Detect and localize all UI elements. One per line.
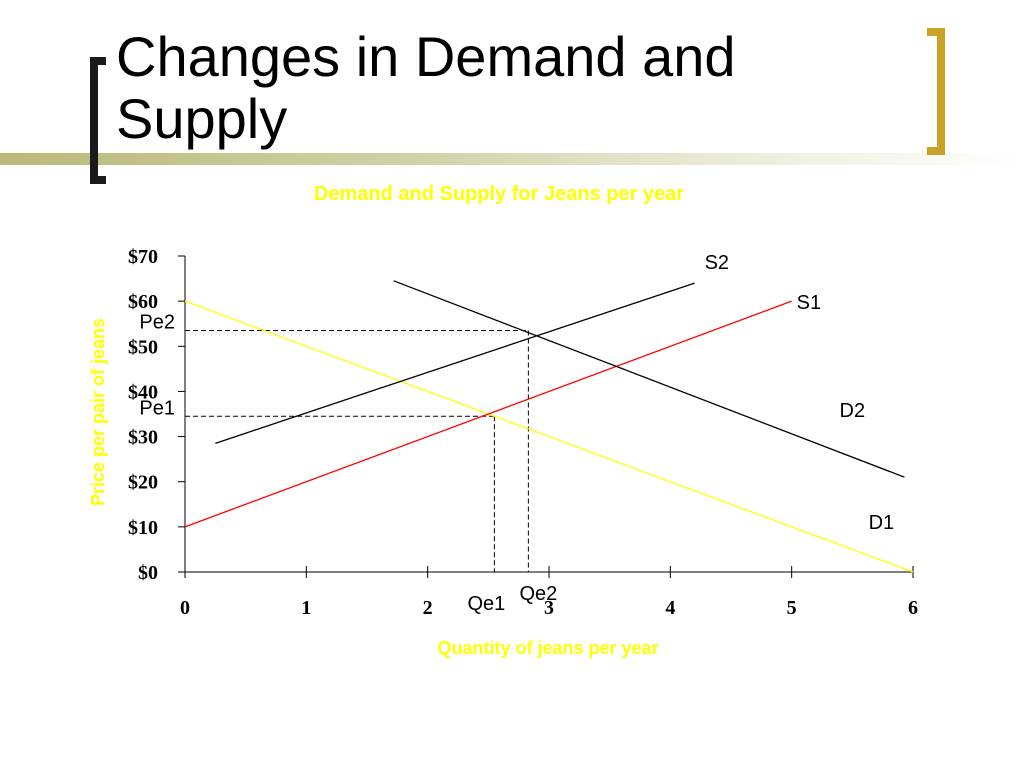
series-line-d2 bbox=[393, 280, 905, 478]
x-tick-label: 2 bbox=[423, 597, 433, 619]
x-tick-label: 3 bbox=[544, 597, 554, 619]
y-tick-label: $30 bbox=[128, 427, 158, 449]
curve-label-s2: S2 bbox=[705, 252, 729, 274]
left-bracket-decoration bbox=[90, 57, 106, 184]
curve-label-d1: D1 bbox=[869, 512, 895, 534]
y-tick-label: $10 bbox=[128, 517, 158, 539]
slide-title: Changes in Demand and Supply bbox=[116, 26, 876, 150]
y-tick-label: $0 bbox=[138, 562, 158, 584]
y-axis-label: Price per pair of jeans bbox=[88, 318, 108, 506]
curve-label-s1: S1 bbox=[797, 292, 821, 314]
y-tick-label: $70 bbox=[128, 246, 158, 268]
equilibrium-quantity-label: Qe1 bbox=[467, 593, 505, 615]
slide-title-line-1: Changes in Demand and bbox=[116, 25, 736, 88]
series-line-s1 bbox=[184, 300, 792, 528]
decorative-gradient-bar bbox=[0, 153, 1024, 165]
chart-plot-area: $0 $10 $20 $30 $40 $50 $60 $70 0 1 2 3 4 5 6 Pe1 Qe1 Pe2 Q… bbox=[128, 246, 918, 619]
x-tick-label: 1 bbox=[301, 597, 311, 619]
equilibrium-price-label: Pe1 bbox=[139, 397, 175, 419]
x-tick-label: 4 bbox=[665, 597, 675, 619]
equilibrium-quantity-label: Qe2 bbox=[519, 583, 557, 605]
y-tick-label: $20 bbox=[128, 472, 158, 494]
y-tick-label: $40 bbox=[128, 381, 158, 403]
x-tick-label: 6 bbox=[908, 597, 918, 619]
y-tick-label: $50 bbox=[128, 336, 158, 358]
x-tick-label: 0 bbox=[180, 597, 190, 619]
equilibrium-price-label: Pe2 bbox=[139, 311, 175, 333]
x-tick-label: 5 bbox=[787, 597, 797, 619]
right-bracket-decoration bbox=[927, 28, 945, 155]
series-line-s2 bbox=[215, 282, 695, 444]
slide-title-line-2: Supply bbox=[116, 87, 288, 150]
y-tick-label: $60 bbox=[128, 291, 158, 313]
series-line-d1 bbox=[184, 300, 914, 573]
curve-label-d2: D2 bbox=[840, 400, 866, 422]
x-axis-label: Quantity of jeans per year bbox=[437, 638, 658, 658]
chart-title: Demand and Supply for Jeans per year bbox=[314, 183, 684, 205]
